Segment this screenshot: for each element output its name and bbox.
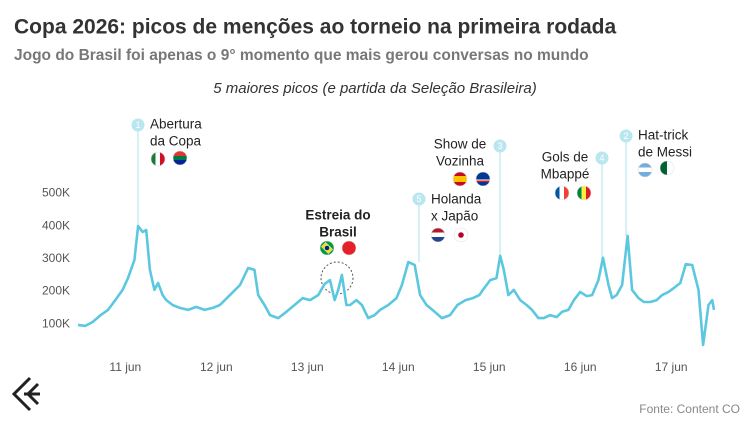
x-tick-label: 16 jun <box>564 360 597 374</box>
flag-netherlands <box>430 227 446 243</box>
annotation-text: x Japão <box>431 209 478 224</box>
rank-badge <box>619 129 633 143</box>
rank-badge <box>131 118 145 132</box>
flag-japan-dot <box>458 232 464 238</box>
annotation-text: de Messi <box>638 145 692 160</box>
flag-brazil-globe <box>324 245 330 251</box>
annotation-text: Abertura <box>150 117 202 132</box>
x-tick-label: 15 jun <box>473 360 506 374</box>
series-line <box>77 224 716 347</box>
y-tick-label: 500K <box>42 186 70 200</box>
source: Fonte: Content CO <box>639 402 740 416</box>
rank-badge <box>412 192 426 206</box>
x-tick-label: 11 jun <box>109 360 141 374</box>
annotation-text: Brasil <box>319 225 357 240</box>
highlight-circle <box>320 261 354 295</box>
flag-argentina <box>637 162 653 178</box>
annotations: 1 Abertura da Copa Estreia do Brasil 5 Holanda… <box>131 117 692 262</box>
x-tick-label: 12 jun <box>200 360 233 374</box>
flag-opponent <box>341 240 357 256</box>
annotation-text: Show de <box>434 137 487 152</box>
flag-mexico <box>150 151 166 167</box>
x-tick-label: 17 jun <box>655 360 688 374</box>
annotation-text: Gols de <box>542 150 589 165</box>
flags <box>150 150 675 256</box>
annotation-text: Holanda <box>431 192 482 207</box>
rank-number: 1 <box>135 120 140 130</box>
y-tick-label: 300K <box>42 251 70 265</box>
rank-number: 4 <box>599 153 604 163</box>
y-tick-label: 400K <box>42 218 70 232</box>
flag-senegal <box>576 185 592 201</box>
logo <box>11 376 40 412</box>
y-tick-label: 200K <box>42 284 70 298</box>
chart-title: Copa 2026: picos de menções ao torneio n… <box>14 16 617 39</box>
flag-south-africa <box>172 150 188 166</box>
flag-algeria <box>659 160 675 176</box>
annotation-text: Hat-trick <box>638 128 688 143</box>
rank-number: 3 <box>497 141 502 151</box>
rank-badge <box>493 139 507 153</box>
annotation-text: da Copa <box>150 134 202 149</box>
x-tick-label: 14 jun <box>382 360 415 374</box>
rank-number: 5 <box>416 194 421 204</box>
flag-spain <box>452 171 468 187</box>
rank-number: 2 <box>623 131 628 141</box>
flag-france <box>554 185 570 201</box>
annotation-text: Estreia do <box>305 208 370 223</box>
chart-caption: 5 maiores picos (e partida da Seleção Br… <box>213 80 537 97</box>
annotation-text: Vozinha <box>436 154 485 169</box>
flag-cape-verde <box>475 171 491 187</box>
chart-subtitle: Jogo do Brasil foi apenas o 9° momento q… <box>14 47 589 64</box>
rank-badge <box>595 151 609 165</box>
y-tick-label: 100K <box>42 316 70 330</box>
annotation-text: Mbappé <box>541 167 590 182</box>
x-tick-label: 13 jun <box>291 360 324 374</box>
